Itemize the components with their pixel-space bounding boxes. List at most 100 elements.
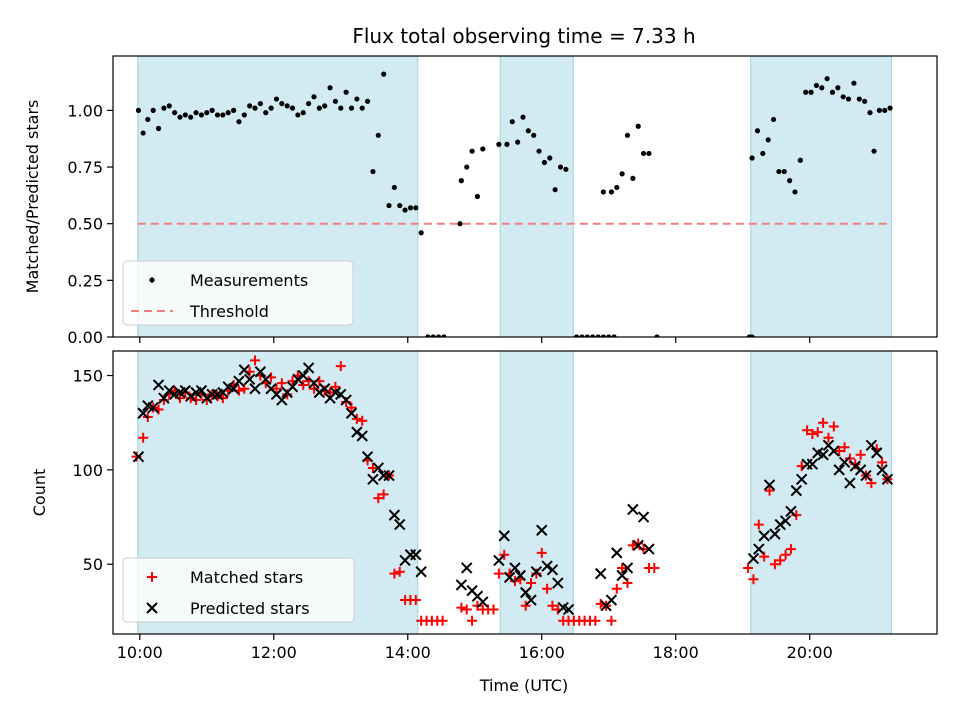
measurement-point <box>236 119 242 125</box>
predicted-star-point <box>195 384 208 397</box>
measurement-point <box>458 178 464 184</box>
measurement-point <box>635 123 641 129</box>
measurement-point <box>284 103 290 109</box>
predicted-star-point <box>351 426 363 438</box>
measurement-point <box>525 128 531 134</box>
legend-label: Threshold <box>189 302 269 321</box>
measurement-point <box>851 80 857 86</box>
matched-star-point <box>410 595 421 606</box>
measurement-point <box>220 112 226 118</box>
predicted-star-point <box>461 562 473 574</box>
measurement-point <box>402 207 408 213</box>
measurement-point <box>391 184 397 191</box>
observing-interval-shade <box>499 55 574 338</box>
measurement-point <box>887 105 893 111</box>
measurement-point <box>316 105 322 111</box>
measurement-point <box>268 105 274 111</box>
measurement-point <box>311 94 317 100</box>
measurement-point <box>871 148 877 154</box>
predicted-star-point <box>876 464 888 476</box>
measurement-point <box>630 175 636 181</box>
predicted-star-point <box>410 549 422 561</box>
predicted-star-point <box>562 603 575 616</box>
measurement-point <box>541 159 548 166</box>
predicted-star-point <box>415 566 427 578</box>
legend: Measurements Threshold <box>122 260 354 326</box>
measurement-point <box>509 119 515 125</box>
matched-star-point <box>526 578 537 589</box>
predicted-star-point <box>276 394 288 406</box>
matched-star-point <box>531 568 542 579</box>
predicted-star-point <box>163 384 175 397</box>
matched-star-point <box>335 361 346 372</box>
matched-star-point <box>823 432 834 443</box>
predicted-star-point <box>806 458 819 470</box>
measurement-point <box>776 168 782 175</box>
matched-star-point <box>138 432 149 443</box>
matched-star-point <box>769 559 780 570</box>
predicted-star-point <box>233 375 245 387</box>
predicted-star-point <box>243 373 256 386</box>
predicted-star-point <box>833 464 845 476</box>
measurement-point <box>765 137 771 143</box>
measurement-point <box>480 146 486 152</box>
predicted-star-point <box>541 560 553 572</box>
measurement-point <box>300 110 306 116</box>
measurement-point <box>425 334 431 337</box>
matched-star-point <box>748 574 759 585</box>
matched-star-point <box>191 395 202 406</box>
measurement-point <box>348 105 355 111</box>
predicted-star-point <box>158 392 170 404</box>
measurement-point <box>375 132 381 138</box>
measurement-point <box>882 107 888 113</box>
matched-star-point <box>298 379 309 390</box>
measurement-point <box>407 205 414 211</box>
predicted-star-point <box>536 524 548 536</box>
matched-star-point <box>367 462 378 473</box>
measurement-point <box>295 112 301 118</box>
matched-star-point <box>753 519 764 530</box>
measurement-point <box>573 334 580 337</box>
matched-star-point <box>649 562 660 573</box>
measurement-point <box>359 105 365 111</box>
legend-label: Measurements <box>190 271 308 290</box>
predicted-star-point <box>286 381 299 393</box>
predicted-star-point <box>817 449 829 461</box>
measurement-point <box>457 221 463 227</box>
measurement-point <box>230 107 237 113</box>
measurement-point <box>862 98 868 104</box>
predicted-star-point <box>340 394 352 406</box>
matched-star-point <box>839 442 850 453</box>
x-tick-label: 14:00 <box>385 643 431 662</box>
measurement-point <box>204 110 210 116</box>
measurement-point <box>792 189 798 195</box>
y-tick-label: 0.50 <box>67 215 103 234</box>
matched-star-point <box>276 378 287 389</box>
predicted-star-point <box>758 530 770 542</box>
matched-star-point <box>812 427 823 438</box>
measurement-point <box>469 148 475 154</box>
legend-label: Matched stars <box>190 568 303 587</box>
predicted-star-point <box>361 450 374 463</box>
matched-star-point <box>743 562 754 573</box>
measurement-point <box>430 334 436 337</box>
measurement-point <box>289 105 296 111</box>
measurement-point <box>397 202 403 209</box>
measurement-point <box>135 107 142 113</box>
count-panel: 50 100 150 10:00 12:00 14:00 16:00 18:00 20:00 Co… <box>30 350 938 662</box>
matched-star-point <box>828 421 839 432</box>
matched-star-point <box>850 459 861 470</box>
measurement-point <box>214 112 221 118</box>
predicted-star-point <box>345 407 358 419</box>
measurement-point <box>646 150 652 157</box>
matched-star-point <box>802 425 813 436</box>
measurement-point <box>381 71 387 77</box>
panel-frame <box>112 350 938 635</box>
legend-box <box>122 260 354 326</box>
matched-star-point <box>520 600 531 611</box>
measurement-point <box>338 105 344 111</box>
matched-star-point <box>606 615 617 626</box>
measurement-point <box>600 189 606 195</box>
measurement-point <box>797 157 803 163</box>
predicted-star-point <box>594 567 607 580</box>
